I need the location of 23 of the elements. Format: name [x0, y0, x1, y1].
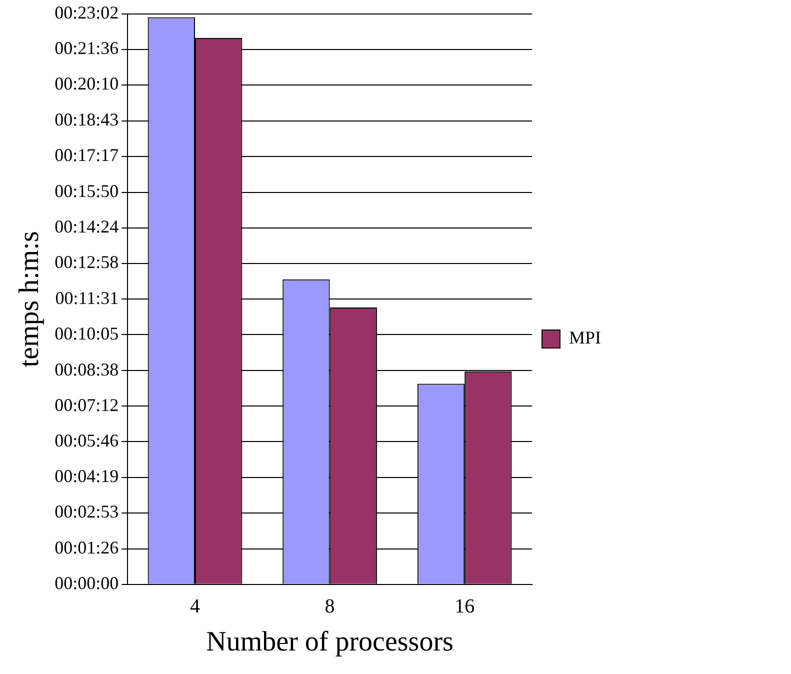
y-tick-label: 00:12:58: [54, 252, 119, 272]
x-tick-label: 8: [324, 596, 335, 618]
y-tick-label: 00:08:38: [54, 359, 119, 380]
legend-label: MPI: [568, 328, 602, 348]
y-tick-label: 00:18:43: [54, 110, 119, 130]
y-tick-label: 00:20:10: [54, 74, 119, 94]
y-axis-title: temps h:m:s: [14, 231, 46, 368]
y-tick-label: 00:23:02: [54, 2, 119, 23]
y-tick-label: 00:14:24: [54, 216, 119, 237]
y-tick-label: 00:01:26: [54, 538, 119, 558]
x-axis-title: Number of processors: [206, 626, 454, 658]
y-tick-label: 00:15:50: [54, 181, 119, 202]
y-tick-label: 00:00:00: [54, 573, 119, 594]
y-tick-label: 00:10:05: [54, 323, 119, 344]
y-tick-label: 00:17:17: [54, 145, 119, 166]
x-tick-label: 16: [454, 596, 475, 618]
x-tick-label: 4: [190, 596, 200, 618]
y-tick-label: 00:04:19: [54, 466, 119, 486]
y-tick-label: 00:07:12: [54, 394, 119, 415]
y-tick-label: 00:21:36: [54, 38, 119, 58]
y-tick-label: 00:02:53: [54, 502, 119, 522]
y-tick-label: 00:11:31: [55, 288, 119, 308]
y-tick-label: 00:05:46: [54, 430, 119, 450]
